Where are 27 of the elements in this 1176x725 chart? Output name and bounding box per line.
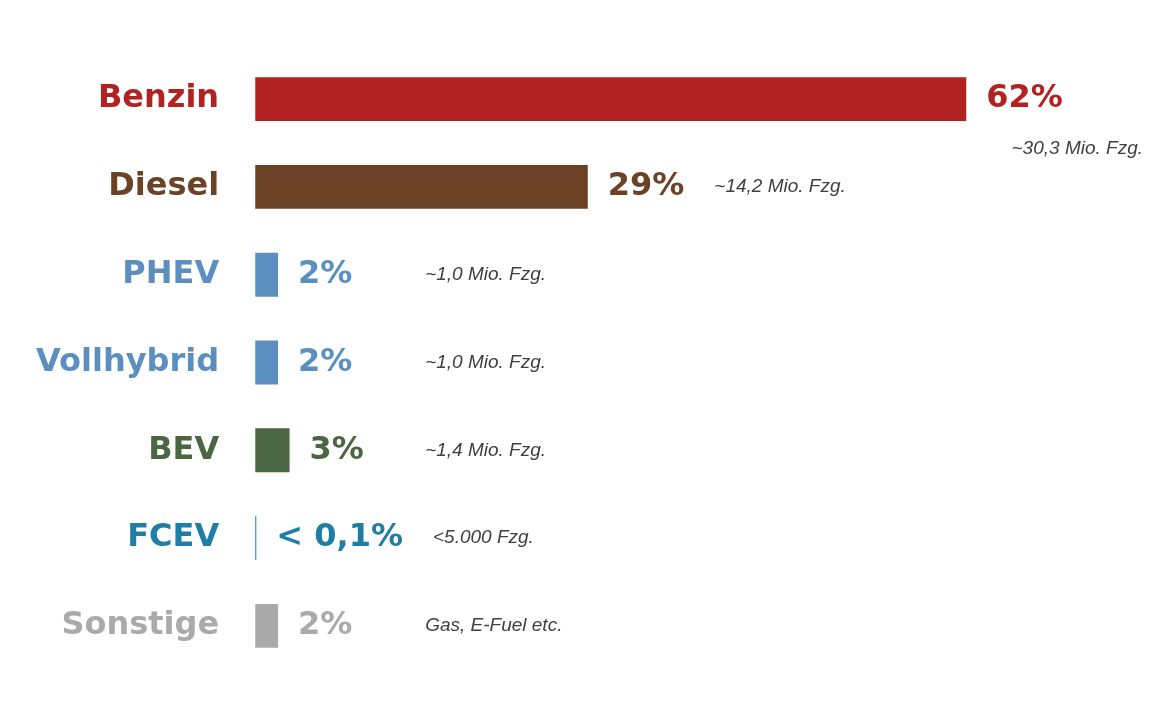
data-label: 2% bbox=[298, 253, 353, 292]
annotation: ~14,2 Mio. Fzg. bbox=[714, 175, 846, 197]
data-label: 62% bbox=[986, 77, 1063, 116]
y-tick-label: Sonstige bbox=[61, 604, 220, 643]
bar bbox=[255, 164, 588, 209]
y-tick-label: FCEV bbox=[127, 516, 220, 555]
data-label: < 0,1% bbox=[276, 516, 403, 555]
annotation: <5.000 Fzg. bbox=[432, 526, 534, 548]
annotation: Gas, E-Fuel etc. bbox=[425, 614, 563, 636]
y-tick-label: Vollhybrid bbox=[36, 340, 220, 379]
data-label: 2% bbox=[298, 604, 353, 643]
y-tick-label: Benzin bbox=[97, 77, 220, 116]
y-tick-label: BEV bbox=[148, 428, 220, 467]
y-tick-label: PHEV bbox=[122, 253, 220, 292]
bar bbox=[255, 340, 279, 385]
bar bbox=[255, 252, 279, 297]
bar bbox=[255, 603, 279, 648]
data-label: 3% bbox=[309, 428, 364, 467]
annotation: ~1,0 Mio. Fzg. bbox=[425, 262, 547, 284]
bar bbox=[255, 428, 290, 473]
annotation: ~1,4 Mio. Fzg. bbox=[425, 438, 547, 460]
data-label: 2% bbox=[298, 340, 353, 379]
bar bbox=[255, 77, 967, 122]
y-tick-label: Diesel bbox=[108, 165, 220, 204]
text: ~30,3 Mio. Fzg. bbox=[1011, 137, 1144, 159]
annotation: ~1,0 Mio. Fzg. bbox=[425, 350, 547, 372]
data-label: 29% bbox=[607, 165, 685, 204]
